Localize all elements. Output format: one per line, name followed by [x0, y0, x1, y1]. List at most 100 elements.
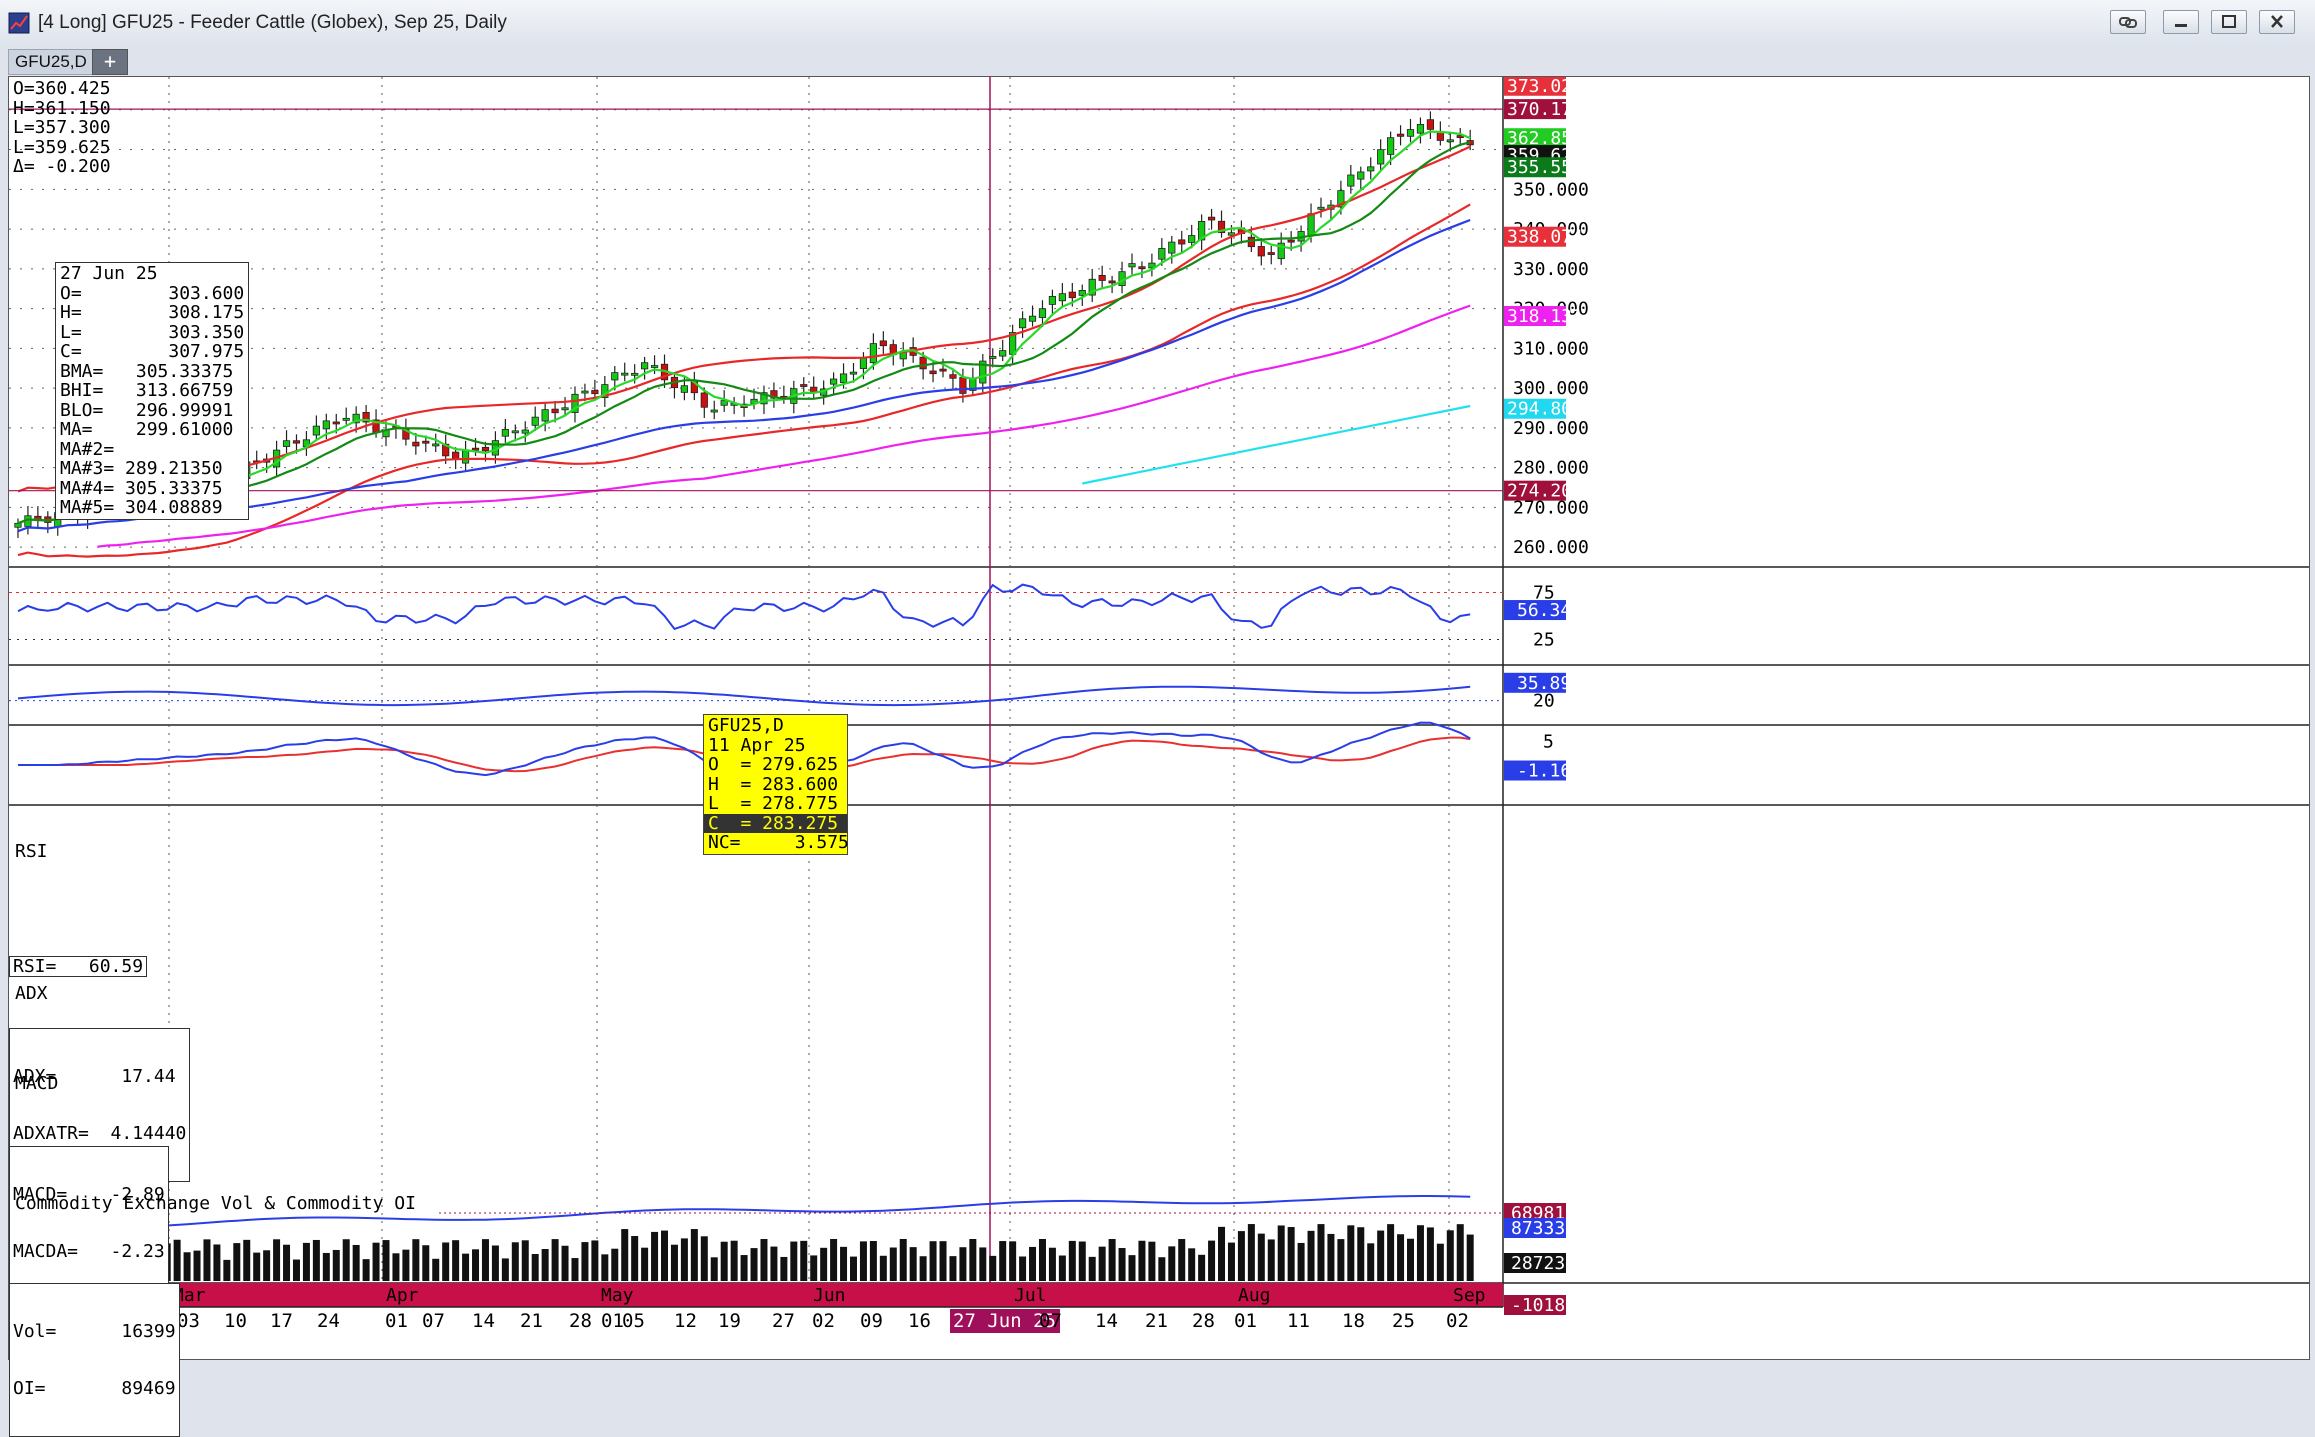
data-window-row: MA#3= 289.21350 [60, 458, 223, 479]
candle-up [511, 430, 519, 434]
add-tab-button[interactable]: + [92, 49, 128, 75]
volume-bar [780, 1256, 788, 1281]
volume-bar [1247, 1224, 1255, 1281]
volume-bar [591, 1240, 599, 1281]
candle-down [1138, 266, 1146, 270]
volume-bar [352, 1244, 360, 1281]
candle-up [561, 407, 569, 411]
candle-up [1227, 232, 1236, 236]
candle-down [422, 440, 430, 444]
volume-bar [601, 1254, 609, 1281]
tooltip-row: NC= 3.575 [708, 832, 849, 853]
ohlc-open: O=360.425 [13, 78, 111, 99]
volume-bar [760, 1239, 768, 1281]
close-button[interactable] [2259, 10, 2295, 34]
chart-area[interactable]: 75 25 56.34 20 35.89 5 -1.16 68981 87333 28723 -10… [8, 76, 2310, 1437]
volume-bar [173, 1239, 181, 1281]
volume-bar [1019, 1256, 1027, 1281]
candle-down [1396, 133, 1405, 137]
candle-up [1168, 241, 1176, 254]
price-tick-label: 280.000 [1513, 458, 1589, 479]
price-tag [1504, 226, 1566, 247]
ma-blue-line [17, 218, 1471, 533]
tooltip-close: C = 283.275 [704, 813, 847, 833]
day-label: 01 [601, 1310, 624, 1332]
price-tag-label: 362.853 [1507, 128, 1583, 149]
bollinger-upper-line [17, 145, 1471, 493]
candle-down [1257, 246, 1265, 257]
volume-bar [1078, 1241, 1086, 1281]
candle-down [591, 390, 599, 395]
minimize-icon [2175, 24, 2187, 27]
candle-down [1426, 119, 1434, 130]
link-button[interactable] [2110, 10, 2146, 34]
price-tag-label: 373.029 [1507, 77, 1583, 97]
price-tick-label: 300.000 [1513, 378, 1589, 399]
candle-up [760, 392, 768, 405]
candle-up [1148, 262, 1156, 269]
volume-bar [322, 1252, 330, 1281]
candle-down [1267, 252, 1275, 255]
volume-bar [1148, 1241, 1156, 1281]
ma-fast-line [17, 130, 1471, 525]
candle-up [1048, 295, 1057, 305]
volume-bar [1108, 1239, 1116, 1281]
volume-bar [899, 1239, 907, 1281]
chart-grid [9, 77, 2309, 1307]
price-tick-label: 290.000 [1513, 418, 1589, 439]
day-label: 17 [270, 1310, 293, 1332]
volume-bar [1029, 1246, 1037, 1281]
minimize-button[interactable] [2163, 10, 2199, 34]
volume-bar [1178, 1239, 1186, 1281]
volume-label: Commodity Exchange Vol & Commodity OI [15, 1193, 416, 1214]
price-tag-label: 274.200 [1507, 481, 1583, 502]
tab-gfu25[interactable]: GFU25,D [8, 49, 94, 75]
volume-bar [193, 1250, 201, 1281]
ma-magenta-line [97, 304, 1471, 548]
volume-bar [710, 1257, 718, 1281]
month-label: Jul [1014, 1285, 1047, 1306]
candle-down [1207, 216, 1216, 221]
volume-tag [1504, 1295, 1566, 1315]
volume-bar [233, 1243, 241, 1281]
tooltip-row: GFU25,D [708, 715, 784, 736]
day-label: 12 [674, 1310, 697, 1332]
candle-up [720, 400, 728, 406]
rsi-tick-label: 75 [1533, 583, 1555, 604]
day-label: 07 [422, 1310, 445, 1332]
volume-bar [1128, 1255, 1136, 1281]
window-titlebar: [4 Long] GFU25 - Feeder Cattle (Globex),… [0, 0, 2315, 49]
candle-up [501, 429, 509, 437]
volume-bar [1287, 1227, 1295, 1281]
candle-down [879, 340, 887, 347]
volume-bar [561, 1245, 569, 1281]
restore-button[interactable] [2211, 10, 2247, 34]
volume-bar [223, 1259, 231, 1281]
volume-bar [283, 1244, 291, 1281]
adx-value: ADX= 17.44 [13, 1066, 176, 1087]
day-label: 01 [385, 1310, 408, 1332]
data-window-row: L= 303.350 [60, 321, 245, 343]
candle-up [541, 409, 549, 422]
candle-up [1078, 290, 1086, 296]
day-label: 16 [908, 1310, 931, 1332]
volume-bar [491, 1245, 499, 1281]
candle-down [959, 377, 967, 394]
volume-bar [263, 1250, 271, 1281]
day-label: 11 [1287, 1310, 1310, 1332]
volume-bar [551, 1239, 559, 1281]
volume-bar [1048, 1247, 1056, 1281]
candle-up [1128, 263, 1136, 268]
adxatr-value: ADXATR= 4.14440 [13, 1123, 187, 1144]
candle-up [1377, 149, 1385, 165]
volume-bar [730, 1240, 738, 1281]
volume-bar [342, 1239, 350, 1281]
volume-bar [969, 1239, 977, 1281]
candle-down [362, 412, 370, 423]
chart-canvas[interactable]: 752556.342035.895-1.16689818733328723-10… [9, 77, 2309, 1359]
volume-bar [332, 1249, 340, 1281]
candle-down [292, 440, 301, 444]
volume-bar [472, 1249, 480, 1281]
open-interest-line [17, 1195, 1471, 1230]
candle-up [650, 365, 659, 368]
